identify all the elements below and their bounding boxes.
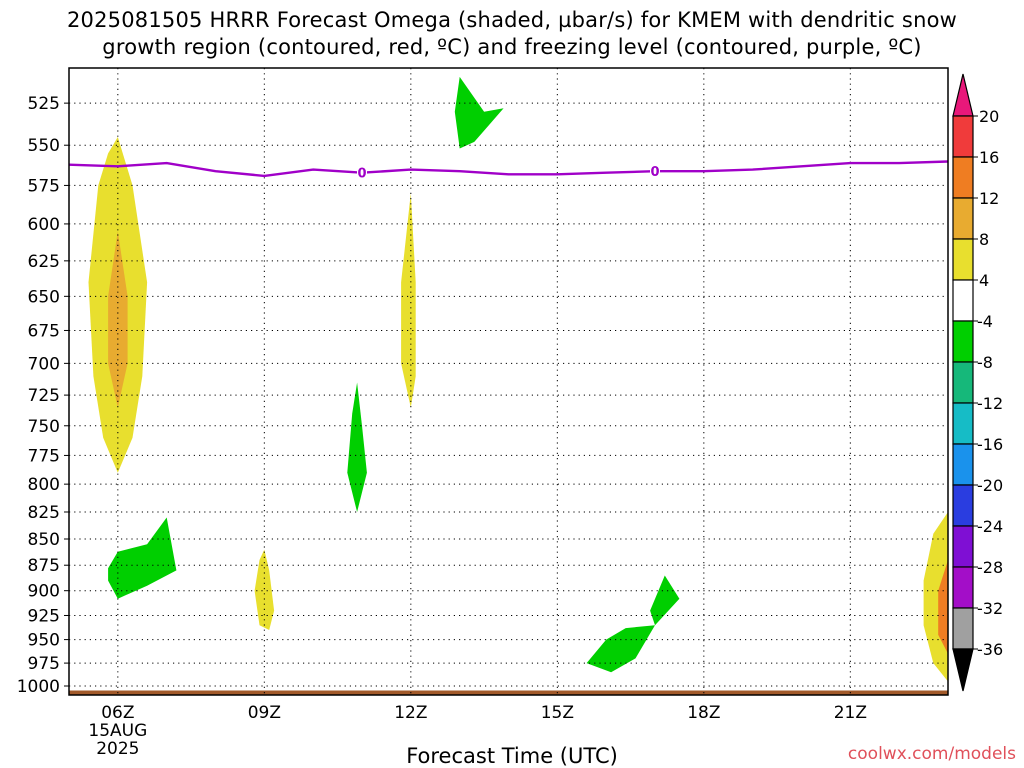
chart-title-line2: growth region (contoured, red, ºC) and f… [102,35,922,59]
omega-region-3 [108,517,177,599]
freezing-label-bg-1 [357,165,367,180]
plot-frame [68,67,949,696]
colorbar-label-6: -4 [977,312,993,331]
x-tick-label-15Z: 15Z [541,703,574,723]
omega-region-10 [938,560,948,654]
colorbar-label-5: 4 [979,271,989,290]
x-tick-sublabel-1: 15AUG [88,721,147,741]
freezing-label-bg-2 [650,164,660,179]
omega-region-8 [586,575,680,673]
omega-region-4 [254,549,275,630]
colorbar-label-12: -28 [977,558,1003,577]
y-tick-label-600: 600 [28,215,60,235]
y-tick-label-875: 875 [28,556,60,576]
x-tick-label-21Z: 21Z [834,703,867,723]
omega-region-5 [347,382,367,512]
colorbar-bin-6 [952,320,974,363]
y-tick-label-550: 550 [28,136,60,156]
colorbar-label-7: -8 [977,353,993,372]
colorbar-bin-2 [952,156,974,199]
colorbar-bin-4 [952,238,974,281]
y-tick-label-800: 800 [28,475,60,495]
y-tick-label-925: 925 [28,606,60,626]
freezing-level-label-1: 0 [357,167,366,182]
colorbar-label-13: -32 [977,599,1003,618]
omega-regions [88,76,948,682]
freezing-level-line [69,160,948,178]
y-tick-label-750: 750 [28,417,60,437]
y-tick-label-1000: 1000 [17,677,60,697]
y-tick-label-650: 650 [28,287,60,307]
watermark: coolwx.com/models [847,744,1016,764]
x-axis-label: Forecast Time (UTC) [406,744,618,768]
colorbar-label-4: 8 [979,230,989,249]
colorbar-bin-7 [952,361,974,404]
x-tick-label-18Z: 18Z [687,703,720,723]
y-tick-label-850: 850 [28,530,60,550]
y-tick-label-725: 725 [28,386,60,406]
colorbar-label-11: -24 [977,517,1003,536]
y-tick-label-575: 575 [28,176,60,196]
x-tick-label-09Z: 09Z [248,703,281,723]
y-tick-label-775: 775 [28,446,60,466]
colorbar-bin-1 [952,115,974,158]
freezing-level-label-2: 0 [650,165,659,180]
x-tick-label-06Z: 06Z [101,703,134,723]
omega-region-6 [401,193,416,408]
colorbar-bin-8 [952,402,974,445]
colorbar-label-2: 16 [979,148,999,167]
ground-strip [69,690,948,695]
colorbar-label-14: -36 [977,640,1003,659]
omega-region-7 [454,76,504,149]
colorbar-bottom-arrow [952,648,974,692]
x-tick-label-12Z: 12Z [394,703,427,723]
chart-title-line1: 2025081505 HRRR Forecast Omega (shaded, … [66,8,957,32]
omega-region-2 [108,231,128,408]
colorbar-bin-9 [952,443,974,486]
colorbar-label-1: 20 [979,107,999,126]
y-tick-label-900: 900 [28,582,60,602]
colorbar-bin-10 [952,484,974,527]
y-tick-label-525: 525 [28,94,60,114]
y-tick-label-975: 975 [28,654,60,674]
colorbar-label-10: -20 [977,476,1003,495]
colorbar-bin-12 [952,566,974,609]
colorbar-bin-5 [952,279,974,322]
y-tick-label-675: 675 [28,321,60,341]
colorbar-bin-11 [952,525,974,568]
colorbar-bin-3 [952,197,974,240]
y-tick-label-700: 700 [28,354,60,374]
colorbar-bin-13 [952,607,974,650]
x-tick-sublabel-2: 2025 [96,739,139,759]
y-tick-label-825: 825 [28,503,60,523]
colorbar-label-9: -16 [977,435,1003,454]
y-tick-label-625: 625 [28,252,60,272]
colorbar-label-8: -12 [977,394,1003,413]
colorbar-top-arrow [952,73,974,117]
y-tick-label-950: 950 [28,631,60,651]
colorbar-label-3: 12 [979,189,999,208]
